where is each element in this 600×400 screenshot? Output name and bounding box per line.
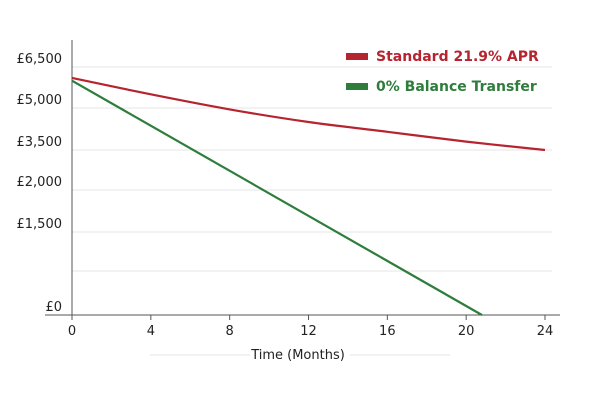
- y-tick-label: £6,500: [17, 52, 63, 67]
- legend-swatch: [346, 53, 368, 60]
- y-tick-label: £0: [45, 300, 62, 315]
- grid: [72, 66, 552, 272]
- y-tick-labels: £6,500 £5,000 £3,500 £2,000 £1,500 £0: [17, 52, 63, 315]
- x-tick-label: 20: [458, 324, 475, 339]
- x-tick-label: 4: [147, 324, 155, 339]
- x-tick-label: 8: [226, 324, 234, 339]
- legend: Standard 21.9% APR 0% Balance Transfer: [346, 49, 539, 95]
- axes: [45, 40, 560, 316]
- series: [71, 76, 546, 316]
- y-tick-label: £2,000: [17, 175, 63, 190]
- legend-label: 0% Balance Transfer: [376, 79, 537, 95]
- y-tick-label: £1,500: [17, 217, 63, 232]
- series-line-0: [71, 76, 546, 152]
- legend-swatch: [346, 83, 368, 90]
- y-tick-label: £5,000: [17, 93, 63, 108]
- x-tick-label: 24: [537, 324, 554, 339]
- x-axis-title: Time (Months): [250, 348, 345, 363]
- x-tick-label: 16: [379, 324, 396, 339]
- series-line-1: [71, 79, 483, 316]
- y-tick-label: £3,500: [17, 135, 63, 150]
- x-tick-labels: 0 4 8 12 16 20 24: [68, 315, 553, 339]
- x-tick-label: 0: [68, 324, 76, 339]
- x-tick-label: 12: [300, 324, 317, 339]
- legend-label: Standard 21.9% APR: [376, 49, 539, 65]
